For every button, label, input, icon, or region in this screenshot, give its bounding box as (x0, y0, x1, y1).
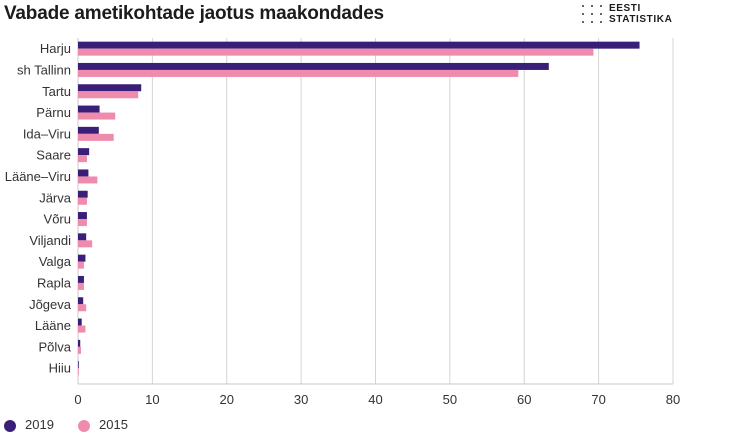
category-label: Valga (39, 254, 72, 269)
bar-2015 (78, 219, 87, 227)
legend-label: 2019 (25, 417, 54, 432)
bar-2019 (78, 254, 86, 262)
category-label: Saare (36, 148, 71, 163)
bar-2015 (78, 48, 594, 56)
bar-2019 (78, 275, 84, 283)
category-label: Harju (40, 41, 71, 56)
legend-label: 2015 (99, 417, 128, 432)
bar-2015 (78, 325, 86, 333)
statistics-estonia-logo: EESTI STATISTIKA (581, 3, 691, 25)
chart-title: Vabade ametikohtade jaotus maakondades (4, 3, 384, 24)
bar-2019 (78, 190, 88, 198)
bar-2015 (78, 368, 79, 376)
bar-2019 (78, 361, 79, 369)
x-tick-label: 30 (294, 392, 308, 407)
bar-2019 (78, 297, 84, 305)
x-tick-label: 60 (517, 392, 531, 407)
x-tick-label: 80 (666, 392, 680, 407)
bar-2015 (78, 261, 84, 269)
bar-2015 (78, 133, 114, 141)
x-tick-label: 20 (220, 392, 234, 407)
legend-swatch-icon (78, 420, 90, 432)
category-label: Pärnu (36, 105, 71, 120)
bar-2015 (78, 112, 116, 120)
bar-2019 (78, 339, 81, 347)
bar-2019 (78, 62, 549, 70)
category-label: sh Tallinn (17, 62, 71, 77)
x-tick-label: 50 (443, 392, 457, 407)
bar-2019 (78, 318, 82, 326)
x-tick-label: 40 (368, 392, 382, 407)
category-label: Viljandi (29, 233, 71, 248)
bar-2015 (78, 240, 93, 248)
logo-dots-icon (581, 3, 603, 25)
category-label: Jõgeva (29, 297, 72, 312)
logo-line-1: EESTI (609, 3, 641, 14)
category-label: Järva (39, 190, 72, 205)
bar-2015 (78, 197, 87, 205)
logo-text: EESTI STATISTIKA (609, 3, 672, 25)
bar-2019 (78, 41, 640, 49)
category-label: Lääne (35, 318, 71, 333)
category-label: Võru (44, 212, 71, 227)
bar-2015 (78, 346, 81, 354)
category-label: Hiiu (49, 361, 71, 376)
bar-2019 (78, 84, 142, 92)
category-label: Tartu (42, 84, 71, 99)
bar-2019 (78, 233, 87, 241)
bar-2019 (78, 126, 99, 134)
bar-2015 (78, 69, 519, 77)
bar-2019 (78, 169, 89, 177)
logo-line-2: STATISTIKA (609, 14, 673, 25)
bar-2019 (78, 148, 90, 156)
bar-2019 (78, 212, 87, 220)
bar-2019 (78, 105, 100, 113)
bar-2015 (78, 176, 98, 184)
bar-2015 (78, 91, 139, 99)
legend-swatch-icon (4, 420, 16, 432)
category-label: Rapla (37, 275, 72, 290)
category-label: Lääne–Viru (5, 169, 71, 184)
category-label: Ida–Viru (23, 126, 71, 141)
x-tick-label: 0 (74, 392, 81, 407)
category-label: Põlva (38, 339, 71, 354)
bar-2015 (78, 304, 87, 312)
bar-2015 (78, 282, 84, 290)
x-tick-label: 10 (145, 392, 159, 407)
bar-2015 (78, 155, 87, 163)
x-tick-label: 70 (591, 392, 605, 407)
